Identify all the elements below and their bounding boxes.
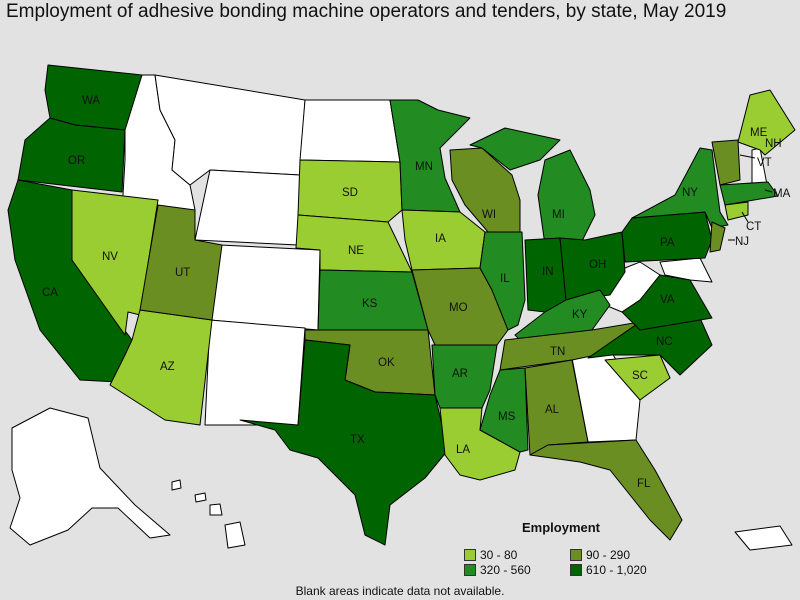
state-SC bbox=[604, 354, 671, 401]
label-TX: TX bbox=[350, 434, 365, 446]
state-VA bbox=[621, 274, 713, 331]
label-SD: SD bbox=[342, 187, 358, 199]
label-NJ: NJ bbox=[735, 236, 749, 248]
map-title: Employment of adhesive bonding machine o… bbox=[6, 1, 727, 22]
state-SD bbox=[297, 159, 403, 223]
label-NH: NH bbox=[765, 138, 782, 150]
legend-swatch bbox=[570, 564, 582, 576]
legend-item-bin-2: 90 - 290 bbox=[570, 548, 630, 562]
state-VT bbox=[711, 139, 741, 186]
label-CA: CA bbox=[42, 287, 58, 299]
state-AZ bbox=[109, 309, 213, 426]
label-VA: VA bbox=[660, 294, 675, 306]
state-NJ bbox=[709, 221, 726, 253]
footnote: Blank areas indicate data not available. bbox=[295, 584, 505, 598]
legend-item-bin-1: 30 - 80 bbox=[464, 548, 517, 562]
label-PA: PA bbox=[660, 237, 675, 249]
label-KS: KS bbox=[362, 298, 378, 310]
state-NV bbox=[71, 189, 159, 336]
legend-label: 90 - 290 bbox=[586, 548, 631, 562]
label-FL: FL bbox=[637, 478, 651, 490]
label-SC: SC bbox=[632, 370, 648, 382]
state-TX bbox=[239, 339, 449, 546]
legend-item-bin-3: 320 - 560 bbox=[464, 563, 531, 577]
label-TN: TN bbox=[550, 346, 565, 358]
state-MI bbox=[469, 127, 596, 246]
legend-swatch bbox=[570, 549, 582, 561]
label-IL: IL bbox=[500, 273, 510, 285]
state-CT bbox=[724, 201, 749, 221]
state-ME bbox=[737, 89, 796, 156]
label-MS: MS bbox=[498, 411, 516, 423]
state-HI bbox=[171, 479, 246, 549]
label-CT: CT bbox=[746, 221, 761, 233]
state-UT bbox=[139, 204, 223, 321]
state-FL bbox=[529, 439, 683, 541]
state-ND bbox=[299, 99, 401, 163]
legend-label: 320 - 560 bbox=[480, 563, 531, 577]
label-AZ: AZ bbox=[160, 361, 175, 373]
label-WA: WA bbox=[82, 95, 100, 107]
label-OR: OR bbox=[68, 155, 85, 167]
label-LA: LA bbox=[456, 444, 470, 456]
label-NV: NV bbox=[102, 251, 118, 263]
label-MN: MN bbox=[415, 161, 433, 173]
label-IN: IN bbox=[542, 266, 554, 278]
legend-swatch bbox=[464, 564, 476, 576]
label-NC: NC bbox=[656, 336, 673, 348]
label-KY: KY bbox=[572, 309, 588, 321]
state-NM bbox=[204, 319, 306, 426]
state-MA bbox=[719, 181, 779, 206]
label-NY: NY bbox=[682, 187, 698, 199]
label-UT: UT bbox=[175, 267, 190, 279]
territory-PR bbox=[734, 525, 793, 551]
label-AR: AR bbox=[452, 368, 468, 380]
label-AL: AL bbox=[545, 404, 560, 416]
legend-label: 30 - 80 bbox=[480, 548, 518, 562]
legend-item-bin-4: 610 - 1,020 bbox=[570, 563, 647, 577]
state-MT bbox=[154, 74, 306, 186]
state-CO bbox=[209, 244, 321, 331]
label-ME: ME bbox=[750, 127, 768, 139]
legend-title: Employment bbox=[522, 520, 601, 535]
state-AK bbox=[9, 407, 171, 546]
legend-label: 610 - 1,020 bbox=[586, 563, 647, 577]
label-OH: OH bbox=[589, 259, 606, 271]
state-IL bbox=[479, 231, 526, 331]
label-MO: MO bbox=[449, 302, 468, 314]
label-OK: OK bbox=[378, 357, 395, 369]
state-LA bbox=[439, 407, 521, 481]
state-MN bbox=[389, 99, 471, 213]
label-VT: VT bbox=[757, 157, 772, 169]
state-WY bbox=[194, 169, 301, 246]
label-WI: WI bbox=[482, 209, 496, 221]
state-NY bbox=[631, 147, 729, 229]
label-IA: IA bbox=[435, 233, 446, 245]
state-OR bbox=[17, 117, 126, 193]
label-MI: MI bbox=[552, 209, 565, 221]
label-MA: MA bbox=[773, 188, 791, 200]
label-NE: NE bbox=[348, 245, 364, 257]
legend-swatch bbox=[464, 549, 476, 561]
